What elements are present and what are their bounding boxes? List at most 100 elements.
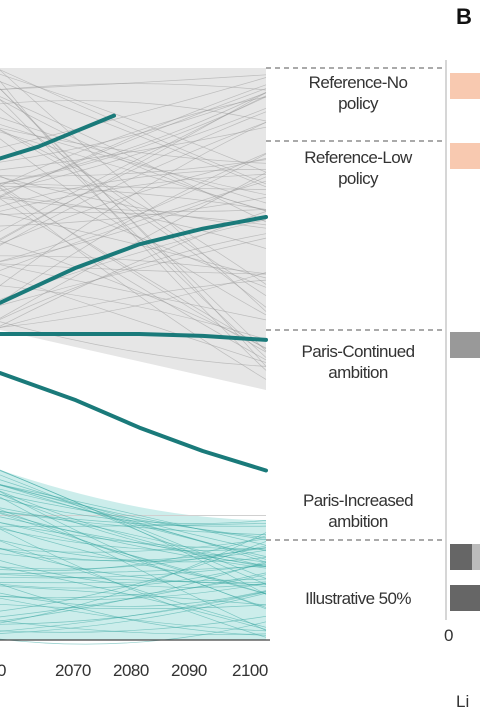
ensemble-line [0,99,267,212]
scenario-label: Paris-Increased ambition [268,490,448,532]
ensemble-line [0,187,267,380]
ensemble-line [0,196,267,249]
ensemble-line [0,138,267,316]
ensemble-line [0,121,267,286]
scenario-label-line: Paris-Continued [301,342,416,361]
x-tick-label: 0 [0,661,6,680]
side-bars [450,73,480,611]
ensemble-line [0,255,267,275]
ensemble-line [0,470,267,595]
ensemble-line [0,279,267,328]
ensemble-line [0,512,267,569]
ensemble-line [0,491,267,608]
ensemble-line [0,107,267,192]
ensemble-line [0,184,267,353]
reference-ensemble-lines [0,69,267,380]
ensemble-line [0,560,267,588]
ensemble-line [0,522,267,595]
side-bar-segment [472,544,480,570]
ensemble-line [0,233,267,320]
ensemble-line [0,198,267,361]
ensemble-line [0,484,267,563]
side-axis-label-fragment: Li [456,692,469,711]
ensemble-line [0,560,267,622]
ensemble-line [0,562,267,589]
ensemble-line [0,121,267,246]
scenario-connectors [266,67,446,541]
ensemble-line [0,169,267,207]
ensemble-line [0,603,267,610]
ensemble-line [0,545,267,570]
scenario-label-line: Paris-Increased [302,491,414,510]
ensemble-line [0,585,267,606]
ensemble-line [0,474,267,585]
ensemble-line [0,175,267,288]
scenario-label: Illustrative 50% [268,588,448,609]
ensemble-line [0,197,267,212]
ensemble-line [0,81,267,188]
ensemble-line [0,95,267,232]
scenario-label-line: ambition [328,363,388,382]
ensemble-line [0,92,267,163]
ensemble-line [0,488,267,560]
ensemble-line [0,77,267,149]
ensemble-line [0,174,267,212]
ensemble-line [0,620,267,635]
ensemble-line [0,99,267,358]
highlighted-path [0,332,268,342]
scenario-label: Reference-No policy [268,72,448,114]
panel-letter: B [456,4,472,29]
ensemble-line [0,615,267,633]
ensemble-line [0,548,267,562]
ensemble-line [0,153,267,262]
ensemble-line [0,96,267,223]
ensemble-line [0,590,267,607]
ensemble-line [0,547,267,584]
scenario-label-line: Illustrative 50% [305,589,411,608]
side-bar [450,332,480,358]
side-axis-tick: 0 [444,626,453,645]
ensemble-line [0,213,267,279]
ensemble-line [0,578,267,584]
ensemble-line [0,591,267,632]
ensemble-line [0,494,267,539]
highlighted-path [0,371,268,473]
ensemble-line [0,535,267,572]
highlighted-path [0,215,268,305]
ensemble-line [0,69,267,312]
ensemble-line [0,484,267,557]
ensemble-line [0,526,267,588]
side-bar [450,143,480,169]
scenario-label-line: Reference-No [308,73,408,92]
ensemble-line [0,539,267,563]
x-tick-label: 2070 [55,661,91,680]
scenario-label: Reference-Low policy [268,147,448,189]
ensemble-line [0,185,267,210]
ensemble-line [0,321,267,367]
ensemble-line [0,285,267,340]
ensemble-line [0,528,267,638]
ensemble-line [0,484,267,546]
ensemble-line [0,74,267,90]
x-tick-label: 2090 [171,661,207,680]
band-mid-line [0,515,266,516]
ensemble-line [0,597,267,632]
ensemble-line [0,182,267,190]
side-bar [450,585,480,611]
ensemble-line [0,117,267,204]
x-tick-label: 2100 [232,661,268,680]
ensemble-line [0,91,267,184]
paris-ensemble-lines [0,469,267,645]
scenario-label-line: policy [338,94,378,113]
ensemble-line [0,564,267,579]
ensemble-line [0,73,267,173]
ensemble-line [0,493,267,566]
x-tick-label: 2080 [113,661,149,680]
scenario-label-line: ambition [328,512,388,531]
ensemble-line [0,237,267,306]
ensemble-line [0,176,267,262]
ensemble-line [0,264,267,321]
scenario-label: Paris-Continued ambition [268,341,448,383]
ensemble-line [0,172,267,319]
